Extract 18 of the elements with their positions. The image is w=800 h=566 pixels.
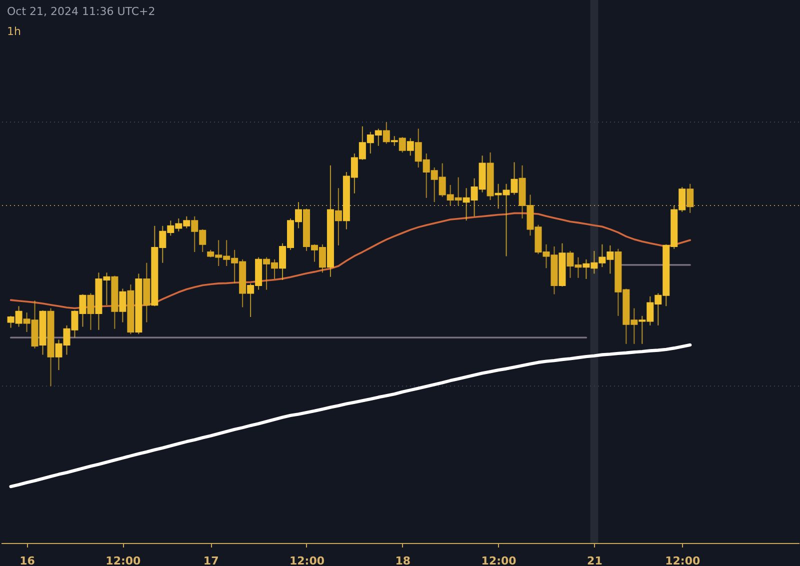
candlestick: [334, 188, 342, 246]
x-tick-label: 17: [203, 554, 219, 566]
candlestick: [382, 122, 390, 144]
x-tick-label: 12:00: [106, 554, 142, 566]
candlestick: [119, 288, 126, 323]
x-tick-label: 18: [395, 554, 411, 566]
text: 1h: [7, 25, 21, 38]
x-tick-label: 12:00: [289, 554, 325, 566]
candlestick: [87, 292, 94, 330]
x-tick-label: 12:00: [481, 554, 517, 566]
x-tick-label: 21: [587, 554, 602, 566]
candlestick: [390, 136, 398, 146]
x-tick-label: 12:00: [665, 554, 700, 566]
candlestick: [406, 138, 414, 156]
x-tick-label: 16: [20, 554, 36, 566]
candlestick: [398, 136, 406, 153]
candlestick: [686, 183, 694, 214]
text: Oct 21, 2024 11:36 UTC+2: [7, 5, 156, 18]
